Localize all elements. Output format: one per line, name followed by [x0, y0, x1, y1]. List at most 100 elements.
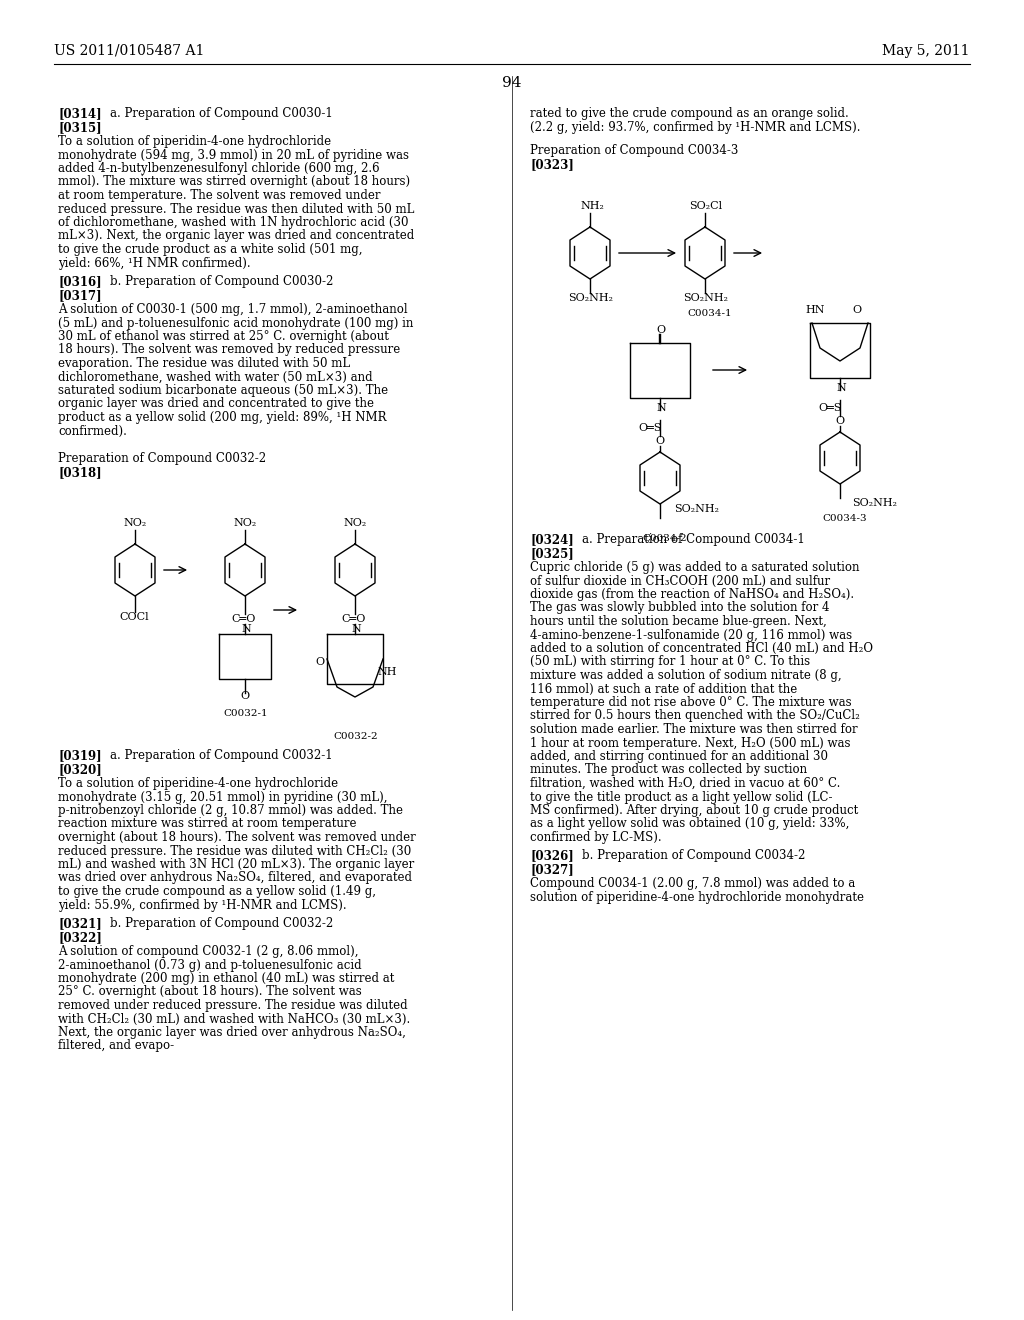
Text: Preparation of Compound C0034-3: Preparation of Compound C0034-3 — [530, 144, 738, 157]
Text: organic layer was dried and concentrated to give the: organic layer was dried and concentrated… — [58, 397, 374, 411]
Text: [0324]: [0324] — [530, 533, 573, 546]
Text: NH: NH — [377, 667, 396, 677]
Text: a. Preparation of Compound C0032-1: a. Preparation of Compound C0032-1 — [110, 748, 333, 762]
Text: HN: HN — [805, 305, 824, 315]
Text: mL×3). Next, the organic layer was dried and concentrated: mL×3). Next, the organic layer was dried… — [58, 230, 415, 243]
Text: C═O: C═O — [341, 614, 366, 624]
Text: mixture was added a solution of sodium nitrate (8 g,: mixture was added a solution of sodium n… — [530, 669, 842, 682]
Text: confirmed).: confirmed). — [58, 425, 127, 437]
Text: [0323]: [0323] — [530, 158, 573, 172]
Text: 18 hours). The solvent was removed by reduced pressure: 18 hours). The solvent was removed by re… — [58, 343, 400, 356]
Text: Preparation of Compound C0032-2: Preparation of Compound C0032-2 — [58, 451, 266, 465]
Text: with CH₂Cl₂ (30 mL) and washed with NaHCO₃ (30 mL×3).: with CH₂Cl₂ (30 mL) and washed with NaHC… — [58, 1012, 411, 1026]
Text: A solution of C0030-1 (500 mg, 1.7 mmol), 2-aminoethanol: A solution of C0030-1 (500 mg, 1.7 mmol)… — [58, 304, 408, 315]
Text: added to a solution of concentrated HCl (40 mL) and H₂O: added to a solution of concentrated HCl … — [530, 642, 873, 655]
Text: O: O — [240, 690, 249, 701]
Text: [0314]: [0314] — [58, 107, 101, 120]
Text: monohydrate (200 mg) in ethanol (40 mL) was stirred at: monohydrate (200 mg) in ethanol (40 mL) … — [58, 972, 394, 985]
Text: to give the title product as a light yellow solid (LC-: to give the title product as a light yel… — [530, 791, 833, 804]
Text: at room temperature. The solvent was removed under: at room temperature. The solvent was rem… — [58, 189, 381, 202]
Text: C0032-2: C0032-2 — [333, 733, 378, 741]
Text: of sulfur dioxide in CH₃COOH (200 mL) and sulfur: of sulfur dioxide in CH₃COOH (200 mL) an… — [530, 574, 830, 587]
Text: N: N — [351, 624, 360, 634]
Text: temperature did not rise above 0° C. The mixture was: temperature did not rise above 0° C. The… — [530, 696, 852, 709]
Text: as a light yellow solid was obtained (10 g, yield: 33%,: as a light yellow solid was obtained (10… — [530, 817, 849, 830]
Text: monohydrate (3.15 g, 20.51 mmol) in pyridine (30 mL),: monohydrate (3.15 g, 20.51 mmol) in pyri… — [58, 791, 387, 804]
Text: Next, the organic layer was dried over anhydrous Na₂SO₄,: Next, the organic layer was dried over a… — [58, 1026, 406, 1039]
Text: a. Preparation of Compound C0030-1: a. Preparation of Compound C0030-1 — [110, 107, 333, 120]
Text: mmol). The mixture was stirred overnight (about 18 hours): mmol). The mixture was stirred overnight… — [58, 176, 411, 189]
Text: SO₂NH₂: SO₂NH₂ — [674, 504, 719, 513]
Text: rated to give the crude compound as an orange solid.: rated to give the crude compound as an o… — [530, 107, 849, 120]
Text: evaporation. The residue was diluted with 50 mL: evaporation. The residue was diluted wit… — [58, 356, 350, 370]
Text: O: O — [655, 436, 665, 446]
Text: [0318]: [0318] — [58, 466, 101, 479]
Text: O: O — [835, 416, 844, 426]
Text: NO₂: NO₂ — [233, 517, 256, 528]
Text: [0321]: [0321] — [58, 917, 101, 931]
Text: filtration, washed with H₂O, dried in vacuo at 60° C.: filtration, washed with H₂O, dried in va… — [530, 777, 841, 789]
Text: b. Preparation of Compound C0030-2: b. Preparation of Compound C0030-2 — [110, 275, 334, 288]
Text: [0315]: [0315] — [58, 121, 101, 135]
Text: (50 mL) with stirring for 1 hour at 0° C. To this: (50 mL) with stirring for 1 hour at 0° C… — [530, 656, 810, 668]
Text: May 5, 2011: May 5, 2011 — [883, 44, 970, 58]
Text: To a solution of piperidin-4-one hydrochloride: To a solution of piperidin-4-one hydroch… — [58, 135, 331, 148]
Text: O═S: O═S — [638, 422, 662, 433]
Text: removed under reduced pressure. The residue was diluted: removed under reduced pressure. The resi… — [58, 999, 408, 1012]
Text: added 4-n-butylbenzenesulfonyl chloride (600 mg, 2.6: added 4-n-butylbenzenesulfonyl chloride … — [58, 162, 380, 176]
Text: 30 mL of ethanol was stirred at 25° C. overnight (about: 30 mL of ethanol was stirred at 25° C. o… — [58, 330, 389, 343]
Text: C0034-2: C0034-2 — [642, 535, 687, 543]
Text: C0034-3: C0034-3 — [822, 513, 866, 523]
Text: 94: 94 — [502, 77, 522, 90]
Text: C0034-1: C0034-1 — [687, 309, 731, 318]
Text: N: N — [241, 624, 251, 634]
Text: To a solution of piperidine-4-one hydrochloride: To a solution of piperidine-4-one hydroc… — [58, 777, 338, 789]
Text: reduced pressure. The residue was then diluted with 50 mL: reduced pressure. The residue was then d… — [58, 202, 415, 215]
Text: 116 mmol) at such a rate of addition that the: 116 mmol) at such a rate of addition tha… — [530, 682, 798, 696]
Text: O: O — [656, 325, 666, 335]
Text: filtered, and evapo-: filtered, and evapo- — [58, 1040, 174, 1052]
Text: stirred for 0.5 hours then quenched with the SO₂/CuCl₂: stirred for 0.5 hours then quenched with… — [530, 710, 860, 722]
Text: C═O: C═O — [231, 614, 255, 624]
Text: NO₂: NO₂ — [123, 517, 146, 528]
Text: overnight (about 18 hours). The solvent was removed under: overnight (about 18 hours). The solvent … — [58, 832, 416, 843]
Text: a. Preparation of Compound C0034-1: a. Preparation of Compound C0034-1 — [582, 533, 805, 546]
Text: 2-aminoethanol (0.73 g) and p-toluenesulfonic acid: 2-aminoethanol (0.73 g) and p-toluenesul… — [58, 958, 361, 972]
Text: p-nitrobenzoyl chloride (2 g, 10.87 mmol) was added. The: p-nitrobenzoyl chloride (2 g, 10.87 mmol… — [58, 804, 403, 817]
Text: b. Preparation of Compound C0032-2: b. Preparation of Compound C0032-2 — [110, 917, 333, 931]
Text: The gas was slowly bubbled into the solution for 4: The gas was slowly bubbled into the solu… — [530, 602, 829, 615]
Text: COCl: COCl — [119, 612, 148, 622]
Text: solution made earlier. The mixture was then stirred for: solution made earlier. The mixture was t… — [530, 723, 858, 737]
Text: 25° C. overnight (about 18 hours). The solvent was: 25° C. overnight (about 18 hours). The s… — [58, 986, 361, 998]
Text: US 2011/0105487 A1: US 2011/0105487 A1 — [54, 44, 205, 58]
Text: dioxide gas (from the reaction of NaHSO₄ and H₂SO₄).: dioxide gas (from the reaction of NaHSO₄… — [530, 587, 854, 601]
Text: [0322]: [0322] — [58, 931, 101, 944]
Text: A solution of compound C0032-1 (2 g, 8.06 mmol),: A solution of compound C0032-1 (2 g, 8.0… — [58, 945, 358, 958]
Text: reduced pressure. The residue was diluted with CH₂Cl₂ (30: reduced pressure. The residue was dilute… — [58, 845, 412, 858]
Text: of dichloromethane, washed with 1N hydrochloric acid (30: of dichloromethane, washed with 1N hydro… — [58, 216, 409, 228]
Text: NH₂: NH₂ — [580, 201, 604, 211]
Text: 4-amino-benzene-1-sulfonamide (20 g, 116 mmol) was: 4-amino-benzene-1-sulfonamide (20 g, 116… — [530, 628, 852, 642]
Text: solution of piperidine-4-one hydrochloride monohydrate: solution of piperidine-4-one hydrochlori… — [530, 891, 864, 904]
Text: (5 mL) and p-toluenesulfonic acid monohydrate (100 mg) in: (5 mL) and p-toluenesulfonic acid monohy… — [58, 317, 414, 330]
Text: N: N — [656, 403, 666, 413]
Text: Cupric chloride (5 g) was added to a saturated solution: Cupric chloride (5 g) was added to a sat… — [530, 561, 859, 574]
Text: [0317]: [0317] — [58, 289, 101, 302]
Text: SO₂NH₂: SO₂NH₂ — [568, 293, 613, 304]
Text: O: O — [315, 657, 325, 667]
Text: O═S: O═S — [818, 403, 842, 413]
Text: monohydrate (594 mg, 3.9 mmol) in 20 mL of pyridine was: monohydrate (594 mg, 3.9 mmol) in 20 mL … — [58, 149, 409, 161]
Text: [0325]: [0325] — [530, 546, 573, 560]
Text: minutes. The product was collected by suction: minutes. The product was collected by su… — [530, 763, 807, 776]
Text: yield: 55.9%, confirmed by ¹H-NMR and LCMS).: yield: 55.9%, confirmed by ¹H-NMR and LC… — [58, 899, 347, 912]
Text: 1 hour at room temperature. Next, H₂O (500 mL) was: 1 hour at room temperature. Next, H₂O (5… — [530, 737, 851, 750]
Text: dichloromethane, washed with water (50 mL×3) and: dichloromethane, washed with water (50 m… — [58, 371, 373, 384]
Text: SO₂NH₂: SO₂NH₂ — [683, 293, 728, 304]
Text: [0319]: [0319] — [58, 748, 101, 762]
Text: C0032-1: C0032-1 — [223, 709, 267, 718]
Text: to give the crude product as a white solid (501 mg,: to give the crude product as a white sol… — [58, 243, 362, 256]
Text: mL) and washed with 3N HCl (20 mL×3). The organic layer: mL) and washed with 3N HCl (20 mL×3). Th… — [58, 858, 415, 871]
Text: O: O — [852, 305, 861, 315]
Text: saturated sodium bicarbonate aqueous (50 mL×3). The: saturated sodium bicarbonate aqueous (50… — [58, 384, 388, 397]
Text: Compound C0034-1 (2.00 g, 7.8 mmol) was added to a: Compound C0034-1 (2.00 g, 7.8 mmol) was … — [530, 878, 855, 891]
